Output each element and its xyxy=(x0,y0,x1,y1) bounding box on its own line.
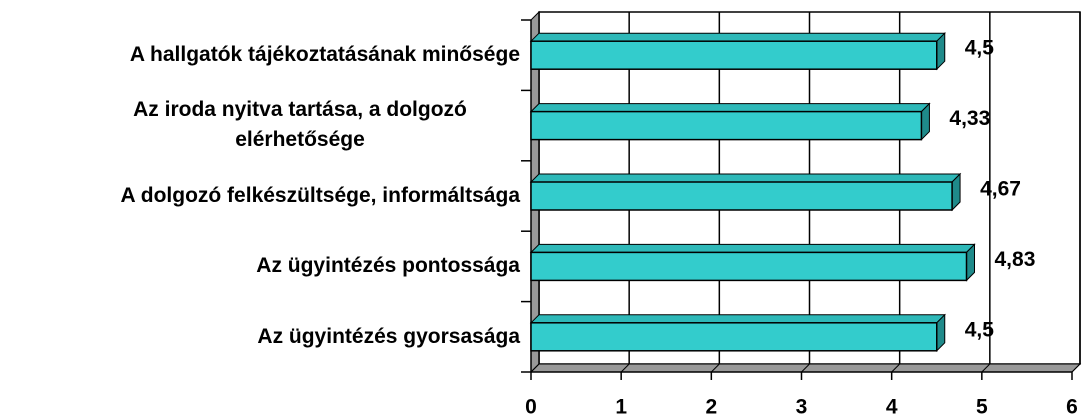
y-tick-label: A hallgatók tájékoztatásának minősége xyxy=(129,43,520,66)
bar-top xyxy=(529,243,976,253)
value-label: 4,5 xyxy=(965,318,995,341)
bar xyxy=(530,181,953,211)
y-tick-label-box: Az ügyintézés gyorsasága xyxy=(257,302,520,372)
bar-top xyxy=(529,103,931,113)
grid-line xyxy=(710,363,720,373)
bar-top xyxy=(529,314,946,324)
y-tick-label-box: Az iroda nyitva tartása, a dolgozó elérh… xyxy=(80,90,520,160)
y-tick-label: Az ügyintézés pontossága xyxy=(256,254,520,278)
y-tick-label-box: A dolgozó felkészültsége, informáltsága xyxy=(121,161,520,231)
value-label: 4,33 xyxy=(949,107,990,130)
grid-line xyxy=(981,363,991,373)
bar-top xyxy=(529,32,946,42)
value-label: 4,5 xyxy=(965,37,995,60)
bar xyxy=(530,110,923,141)
grid-line xyxy=(891,363,901,373)
x-tick-label: 6 xyxy=(1066,396,1078,414)
x-tick-label: 0 xyxy=(525,396,537,414)
bar xyxy=(530,322,938,352)
x-tick-label: 3 xyxy=(796,396,808,414)
x-tick-label: 1 xyxy=(615,396,627,414)
grid-line xyxy=(530,363,540,373)
x-tick-label: 4 xyxy=(886,396,898,414)
bar-top xyxy=(529,173,962,183)
value-label: 4,83 xyxy=(995,248,1036,271)
y-tick-label-box: A hallgatók tájékoztatásának minősége xyxy=(130,20,520,90)
grid-line xyxy=(801,363,810,373)
y-tick-label: Az iroda nyitva tartása, a dolgozó elérh… xyxy=(133,98,467,152)
y-tick-label-box: Az ügyintézés pontossága xyxy=(256,231,520,301)
y-tick-label: A dolgozó felkészültsége, informáltsága xyxy=(120,183,520,207)
grid-line xyxy=(620,363,630,373)
bar xyxy=(530,40,938,70)
y-tick-label: Az ügyintézés gyorsasága xyxy=(257,324,520,348)
bar xyxy=(530,251,968,282)
grid-line xyxy=(1071,363,1081,373)
x-tick-label: 2 xyxy=(705,396,717,414)
value-label: 4,67 xyxy=(980,178,1021,201)
x-tick-label: 5 xyxy=(976,396,988,414)
